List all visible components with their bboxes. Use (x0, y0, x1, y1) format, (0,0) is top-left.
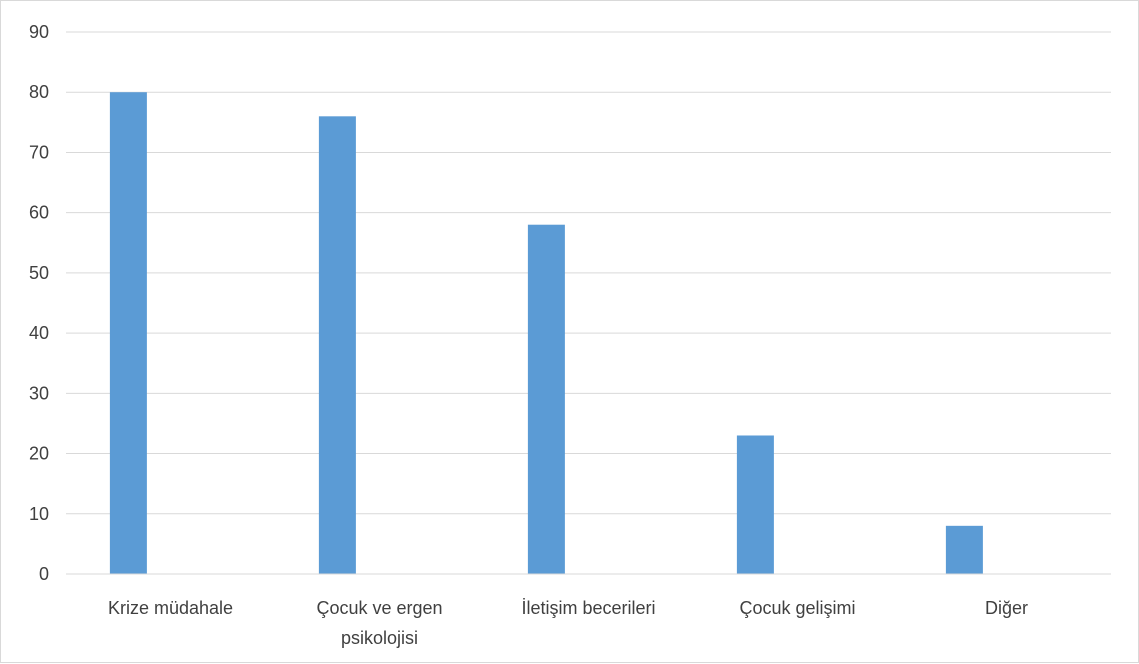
y-tick-label: 10 (29, 504, 49, 524)
y-tick-label: 0 (39, 564, 49, 584)
bar (318, 116, 356, 575)
y-tick-label: 80 (29, 82, 49, 102)
bar (945, 525, 983, 574)
y-tick-label: 40 (29, 323, 49, 343)
x-category-label: Çocuk ve ergen psikolojisi (316, 598, 442, 648)
bar (527, 224, 565, 574)
x-category-label: İletişim becerileri (521, 598, 655, 618)
x-category-label: Çocuk gelişimi (739, 598, 855, 618)
y-tick-label: 50 (29, 263, 49, 283)
bars (109, 92, 983, 575)
y-tick-label: 90 (29, 22, 49, 42)
gridlines (66, 31, 1111, 515)
bar (736, 435, 774, 574)
x-axis-category-labels: Krize müdahale Çocuk ve ergen psikolojisi İ… (108, 598, 1028, 648)
x-category-label: Diğer (985, 598, 1028, 618)
y-tick-label: 70 (29, 142, 49, 162)
y-tick-label: 30 (29, 383, 49, 403)
bar (109, 92, 147, 574)
y-axis-tick-labels: 0 10 20 30 40 50 60 70 80 90 (29, 22, 49, 584)
y-tick-label: 60 (29, 203, 49, 223)
x-category-label: Krize müdahale (108, 598, 233, 618)
y-tick-label: 20 (29, 444, 49, 464)
